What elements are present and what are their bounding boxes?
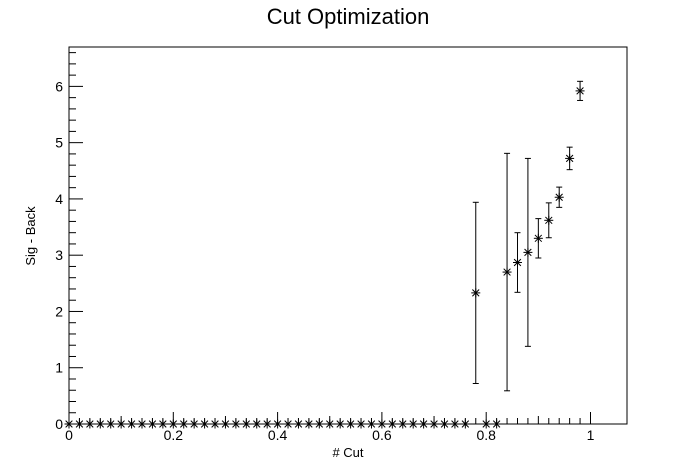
x-tick-label: 0.4 — [268, 427, 288, 443]
error-bars — [472, 80, 584, 392]
data-point — [408, 419, 418, 429]
data-point — [325, 419, 335, 429]
data-point — [419, 419, 429, 429]
data-point — [356, 419, 366, 429]
data-point — [147, 419, 157, 429]
x-tick-label: 0.8 — [476, 427, 496, 443]
data-point — [502, 267, 512, 277]
data-point — [346, 419, 356, 429]
data-point — [366, 419, 376, 429]
data-point — [220, 419, 230, 429]
data-point — [575, 86, 585, 96]
data-point — [429, 419, 439, 429]
y-tick-label: 6 — [55, 78, 63, 94]
data-point — [523, 247, 533, 257]
data-point — [158, 419, 168, 429]
data-point — [74, 419, 84, 429]
x-tick-label: 0.2 — [164, 427, 184, 443]
data-point — [116, 419, 126, 429]
data-point — [481, 419, 491, 429]
data-point — [544, 215, 554, 225]
data-point — [231, 419, 241, 429]
data-point — [241, 419, 251, 429]
data-point — [533, 233, 543, 243]
data-point — [179, 419, 189, 429]
data-point — [262, 419, 272, 429]
data-point — [200, 419, 210, 429]
y-tick-label: 4 — [55, 191, 63, 207]
data-point — [293, 419, 303, 429]
data-point — [64, 419, 74, 429]
data-point — [565, 153, 575, 163]
data-point — [387, 419, 397, 429]
data-point — [168, 419, 178, 429]
data-markers — [64, 86, 585, 429]
x-axis-label: # Cut — [332, 445, 363, 460]
data-point — [512, 258, 522, 268]
data-point — [554, 192, 564, 202]
data-point — [492, 419, 502, 429]
y-tick-label: 3 — [55, 247, 63, 263]
y-axis-tick-labels: 0 1 2 3 4 5 6 — [55, 78, 63, 432]
data-point — [137, 419, 147, 429]
data-point — [85, 419, 95, 429]
data-point — [252, 419, 262, 429]
data-point — [106, 419, 116, 429]
data-point — [314, 419, 324, 429]
y-tick-label: 1 — [55, 360, 63, 376]
y-axis-ticks — [69, 52, 83, 425]
data-point — [439, 419, 449, 429]
x-tick-label: 0 — [65, 427, 73, 443]
data-point — [398, 419, 408, 429]
data-point — [460, 419, 470, 429]
data-point — [335, 419, 345, 429]
data-point — [283, 419, 293, 429]
x-tick-label: 0.6 — [372, 427, 392, 443]
data-point — [377, 419, 387, 429]
data-point — [127, 419, 137, 429]
chart-title: Cut Optimization — [267, 4, 430, 29]
data-point — [189, 419, 199, 429]
data-point — [273, 419, 283, 429]
data-point — [95, 419, 105, 429]
x-axis-tick-labels: 0 0.2 0.4 0.6 0.8 1 — [65, 427, 594, 443]
y-tick-label: 2 — [55, 303, 63, 319]
data-point — [450, 419, 460, 429]
y-tick-label: 5 — [55, 135, 63, 151]
data-point — [471, 288, 481, 298]
y-axis-label: Sig - Back — [23, 206, 38, 266]
data-point — [304, 419, 314, 429]
data-point — [210, 419, 220, 429]
y-tick-label: 0 — [55, 416, 63, 432]
plot-frame — [68, 46, 628, 425]
x-tick-label: 1 — [587, 427, 595, 443]
